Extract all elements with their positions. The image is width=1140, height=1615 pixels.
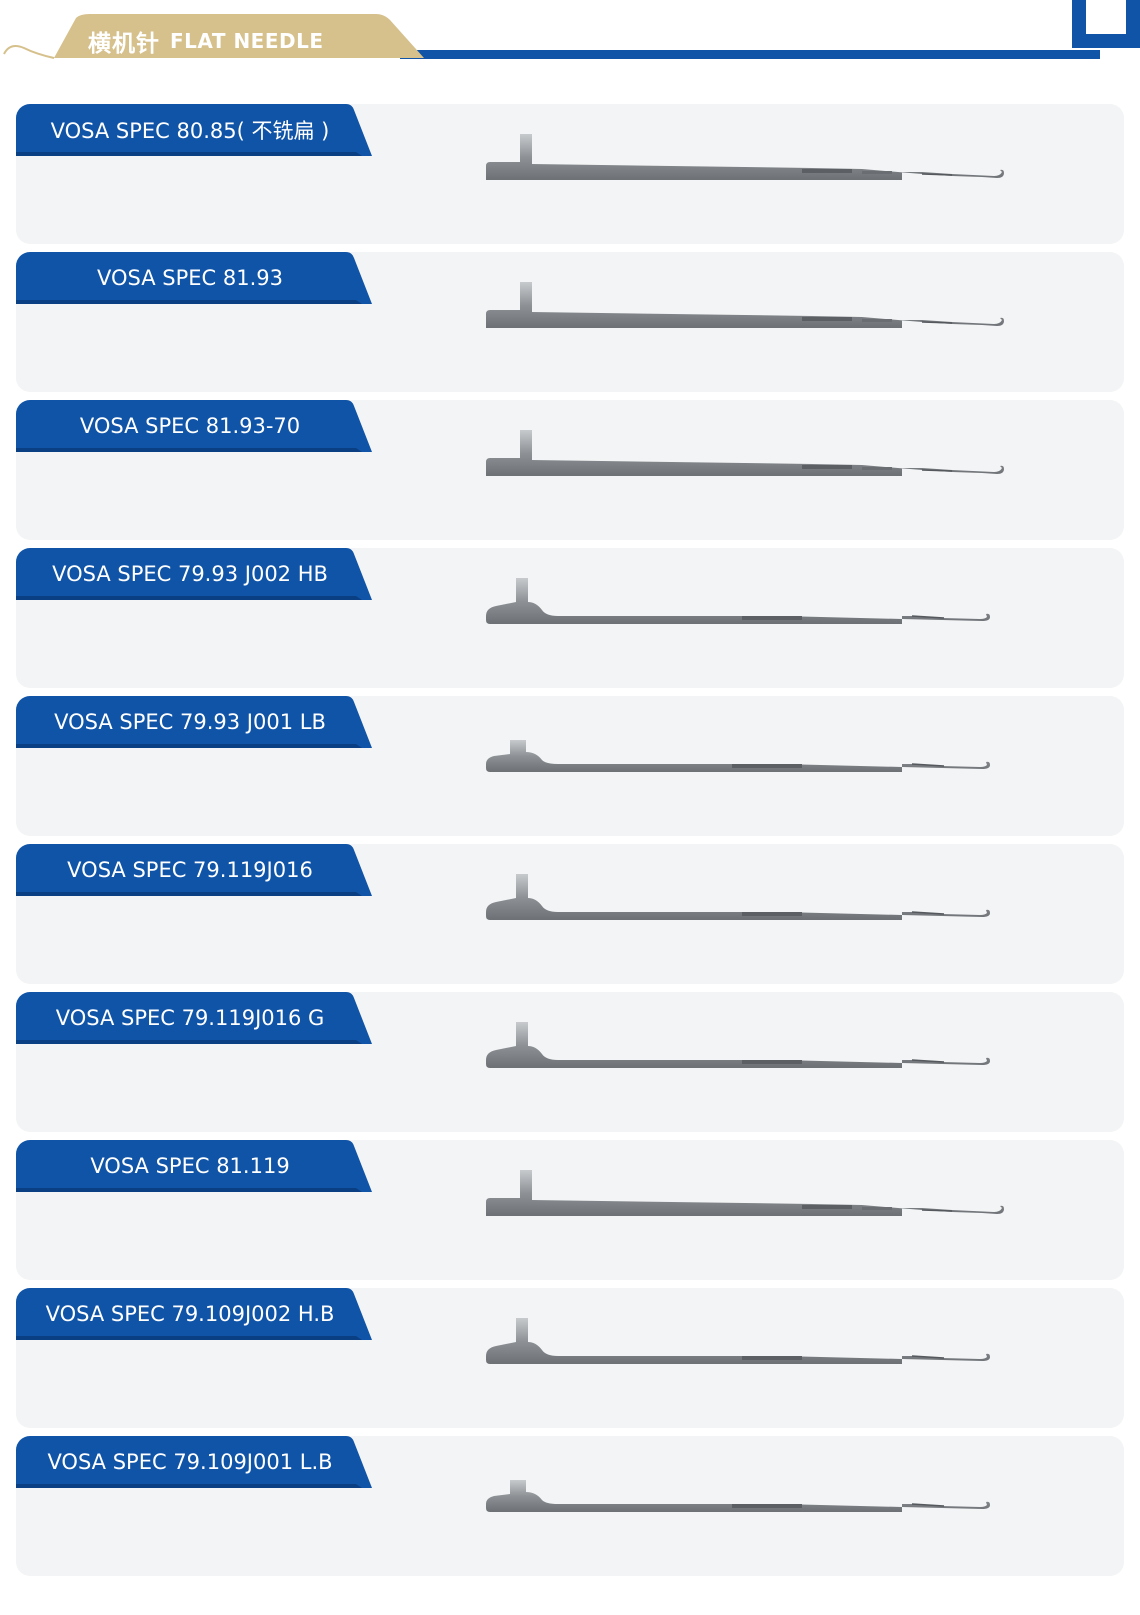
product-label: VOSA SPEC 79.109J001 L.B (47, 1450, 333, 1474)
product-tag: VOSA SPEC 79.109J002 H.B (16, 1288, 372, 1342)
product-label: VOSA SPEC 79.93 J002 HB (52, 562, 328, 586)
product-label: VOSA SPEC 79.93 J001 LB (54, 710, 326, 734)
product-card: VOSA SPEC 81.119 (16, 1140, 1124, 1280)
header-banner (3, 0, 1140, 59)
product-card: VOSA SPEC 79.119J016 G (16, 992, 1124, 1132)
product-card: VOSA SPEC 79.93 J001 LB (16, 696, 1124, 836)
product-label: VOSA SPEC 79.109J002 H.B (45, 1302, 335, 1326)
product-card: VOSA SPEC 81.93 (16, 252, 1124, 392)
product-label: VOSA SPEC 79.119J016 G (55, 1006, 325, 1030)
straight-needle-icon (485, 281, 1005, 329)
product-label: VOSA SPEC 81.93 (96, 266, 283, 290)
page-title: 横机针 FLAT NEEDLE (88, 24, 324, 58)
product-tag: VOSA SPEC 79.119J016 (16, 844, 372, 898)
product-card: VOSA SPEC 81.93-70 (16, 400, 1124, 540)
product-card: VOSA SPEC 79.109J001 L.B (16, 1436, 1124, 1576)
product-tag: VOSA SPEC 81.93 (16, 252, 372, 306)
title-english: FLAT NEEDLE (170, 29, 324, 53)
page-header: 横机针 FLAT NEEDLE (0, 0, 1140, 80)
product-tag: VOSA SPEC 81.119 (16, 1140, 372, 1194)
product-tag: VOSA SPEC 81.93-70 (16, 400, 372, 454)
curved-needle-icon (485, 1317, 991, 1365)
product-card: VOSA SPEC 79.119J016 (16, 844, 1124, 984)
product-tag: VOSA SPEC 79.109J001 L.B (16, 1436, 372, 1490)
curved-needle-icon (485, 873, 991, 921)
product-tag: VOSA SPEC 79.93 J001 LB (16, 696, 372, 750)
product-label: VOSA SPEC 81.119 (90, 1154, 290, 1178)
title-chinese: 横机针 (88, 31, 160, 57)
straight-needle-icon (485, 133, 1005, 181)
curved-needle-icon (485, 577, 991, 625)
product-label: VOSA SPEC 81.93-70 (79, 414, 301, 438)
product-label: VOSA SPEC 80.85( 不铣扁 ) (50, 119, 330, 143)
product-card: VOSA SPEC 79.109J002 H.B (16, 1288, 1124, 1428)
straight-needle-icon (485, 429, 1005, 477)
product-tag: VOSA SPEC 79.93 J002 HB (16, 548, 372, 602)
product-label: VOSA SPEC 79.119J016 (67, 858, 313, 882)
straight-needle-icon (485, 1169, 1005, 1217)
product-tag: VOSA SPEC 80.85( 不铣扁 ) (16, 104, 372, 158)
product-card: VOSA SPEC 79.93 J002 HB (16, 548, 1124, 688)
product-card: VOSA SPEC 80.85( 不铣扁 ) (16, 104, 1124, 244)
curved-needle-icon (485, 1021, 991, 1069)
product-tag: VOSA SPEC 79.119J016 G (16, 992, 372, 1046)
curved-needle-icon (485, 739, 991, 773)
curved-needle-icon (485, 1479, 991, 1513)
